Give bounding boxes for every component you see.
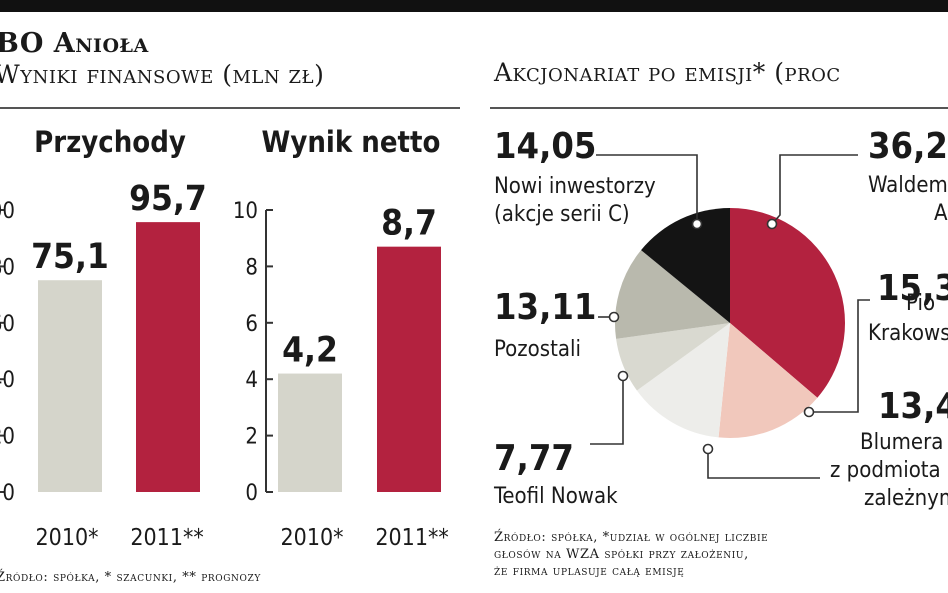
pie-leader-line-2 <box>809 299 870 413</box>
pie-leader-dot-6 <box>691 218 703 230</box>
pie-value-label-2: 15,3 <box>877 268 948 309</box>
pie-slice-4 <box>616 323 730 391</box>
left-section-title: Wyniki finansowe (mln zł) <box>0 60 325 89</box>
pie-value-label-4: 7,77 <box>494 438 574 479</box>
pie-name-label-4-1: Teofil Nowak <box>493 484 618 509</box>
bar-chart-2-value-label-2: 8,7 <box>381 204 437 244</box>
pie-slice-3 <box>636 323 730 438</box>
pie-value-label-6: 14,05 <box>494 126 596 167</box>
bar-chart-1-category-label-1: 2010* <box>36 525 99 551</box>
pie-name-label-3-2: z podmiota <box>830 458 941 483</box>
pie-name-label-1-1: Waldem <box>868 173 948 198</box>
right-section-title: Akcjonariat po emisji* (proc <box>494 58 841 87</box>
right-source-line-2: głosów na WZA spółki przy założeniu, <box>494 547 749 562</box>
bar-chart-2-tick-label: 6 <box>245 312 258 337</box>
pie-leader-dot-2 <box>803 406 815 418</box>
pie-name-label-2-1: Pio <box>906 291 935 316</box>
pie-name-label-3-3: zależnym <box>864 486 948 511</box>
bar-chart-1-category-label-2: 2011** <box>130 525 203 551</box>
pie-name-label-5-1: Pozostali <box>494 337 581 362</box>
bar-chart-2-tick-label: 4 <box>245 368 258 393</box>
pie-name-label-6-2: (akcje serii C) <box>494 202 630 227</box>
bar-chart-1-title: Przychody <box>34 125 186 159</box>
pie-leader-dot-4 <box>617 370 629 382</box>
bar-chart-2-bar-2 <box>377 246 441 492</box>
pie-slice-6 <box>641 208 730 323</box>
pie-name-label-3-1: Blumera <box>860 430 943 455</box>
company-title: BO Anioła <box>0 28 149 59</box>
bar-chart-1-tick-label: 100 <box>0 199 15 224</box>
bar-chart-2-tick-label: 0 <box>245 481 258 506</box>
bar-chart-2-title: Wynik netto <box>262 125 441 159</box>
pie-value-label-3: 13,4 <box>878 386 948 427</box>
bar-chart-2-tick-label: 2 <box>245 425 258 450</box>
bar-chart-1-value-label-1: 75,1 <box>31 237 109 277</box>
top-bar <box>0 0 948 12</box>
pie-value-label-5: 13,11 <box>494 287 596 328</box>
bar-chart-1-value-label-2: 95,7 <box>129 179 207 219</box>
pie-leader-line-3 <box>707 449 820 479</box>
bar-chart-2-bar-1 <box>278 373 342 492</box>
left-source-note: Źródło: spółka, * szacunki, ** prognozy <box>0 570 261 585</box>
pie-leader-dot-1 <box>766 218 778 230</box>
bar-chart-1-tick-label: 0 <box>2 481 15 506</box>
bar-chart-2-category-label-1: 2010* <box>281 525 344 551</box>
pie-leader-line-1 <box>771 154 858 225</box>
bar-chart-2-value-label-1: 4,2 <box>282 331 338 371</box>
pie-leader-line-6 <box>596 154 698 224</box>
bar-chart-2-category-label-2: 2011** <box>375 525 448 551</box>
right-header-rule <box>490 107 948 109</box>
pie-name-label-2-2: Krakows <box>868 321 948 346</box>
bar-chart-1-tick-label: 40 <box>0 368 15 393</box>
bar-chart-1-tick-label: 80 <box>0 255 15 280</box>
pie-leader-dot-5 <box>608 311 620 323</box>
bar-chart-1-tick-label: 20 <box>0 425 15 450</box>
pie-name-label-1-2: Anio <box>934 201 948 226</box>
bar-chart-1-tick-label: 60 <box>0 312 15 337</box>
pie-leader-dot-3 <box>702 443 714 455</box>
bar-chart-2-tick-label: 10 <box>233 199 258 224</box>
right-source-line-1: Źródło: spółka, *udział w ogólnej liczbi… <box>494 530 769 545</box>
bar-chart-2-tick-label: 8 <box>245 255 258 280</box>
pie-slice-5 <box>615 250 730 339</box>
bar-chart-1-bar-1 <box>38 280 102 492</box>
pie-leader-line-4 <box>590 376 624 445</box>
pie-slice-2 <box>718 323 818 438</box>
pie-value-label-1: 36,2 <box>868 126 948 167</box>
pie-name-label-6-1: Nowi inwestorzy <box>494 174 656 199</box>
left-header-rule <box>0 107 460 109</box>
bar-chart-1-bar-2 <box>136 222 200 492</box>
right-source-line-3: że firma uplasuje całą emisję <box>494 564 685 579</box>
pie-slice-1 <box>730 208 845 398</box>
